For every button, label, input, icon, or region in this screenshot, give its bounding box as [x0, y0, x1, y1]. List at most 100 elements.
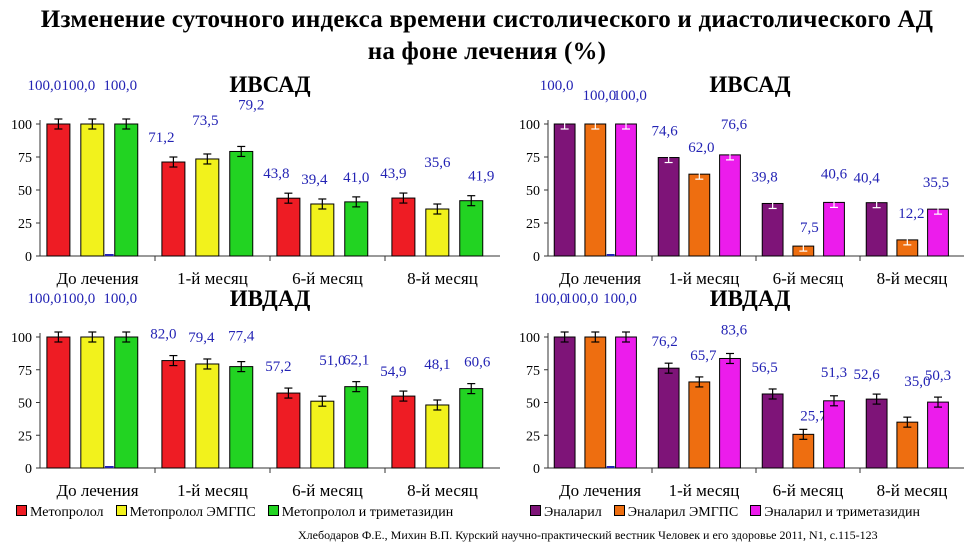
data-label: 100,0 — [28, 291, 62, 307]
data-label: 40,4 — [854, 171, 881, 187]
baseline-marker — [104, 254, 114, 256]
data-label: 62,1 — [343, 353, 369, 369]
data-label: 73,5 — [192, 113, 218, 129]
data-label: 100,0 — [603, 291, 637, 307]
bar — [761, 393, 784, 469]
x-tick-label: 1-й месяц — [669, 269, 740, 288]
legend-item: Метопролол и триметазидин — [267, 505, 454, 521]
data-label: 76,2 — [652, 334, 678, 350]
data-label: 40,6 — [821, 166, 848, 182]
x-tick-label: 8-й месяц — [877, 269, 948, 288]
y-tick-label: 25 — [526, 429, 540, 444]
source-citation: Хлебодаров Ф.Е., Михин В.П. Курский науч… — [298, 528, 878, 542]
data-label: 79,2 — [238, 97, 264, 113]
legend-swatch — [16, 505, 27, 516]
x-tick-label: 8-й месяц — [407, 269, 478, 288]
chart-title: ИВСАД — [229, 72, 310, 97]
y-tick-label: 100 — [11, 118, 32, 133]
data-label: 41,0 — [343, 170, 369, 186]
data-label: 100,0 — [540, 78, 574, 94]
data-label: 100,0 — [582, 88, 616, 104]
bar — [927, 401, 949, 469]
legend-label: Метопролол и триметазидин — [281, 505, 454, 520]
bar — [553, 336, 576, 469]
legend-item: Метопролол ЭМГПС — [115, 505, 256, 521]
y-tick-label: 75 — [18, 364, 32, 379]
bar — [688, 381, 711, 469]
data-label: 39,8 — [752, 169, 778, 185]
y-tick-label: 0 — [25, 250, 32, 265]
x-tick-label: 8-й месяц — [407, 481, 478, 500]
data-label: 60,6 — [464, 355, 491, 371]
data-label: 25,7 — [800, 408, 827, 424]
data-label: 100,0 — [534, 291, 568, 307]
page-title-line-2: на фоне лечения (%) — [367, 38, 607, 65]
bar — [865, 398, 888, 469]
bar — [896, 421, 919, 469]
y-tick-label: 100 — [519, 331, 540, 346]
bar — [657, 367, 680, 469]
bar — [823, 400, 845, 469]
y-tick-label: 100 — [519, 118, 540, 133]
legend-label: Эналарил — [544, 505, 602, 520]
data-label: 79,4 — [188, 330, 215, 346]
legend-left: Метопролол Метопролол ЭМГПС Метопролол и т… — [16, 505, 465, 521]
legend-swatch — [267, 505, 279, 516]
data-label: 7,5 — [800, 220, 819, 236]
data-label: 100,0 — [28, 78, 62, 94]
data-label: 65,7 — [690, 348, 717, 364]
y-tick-label: 50 — [18, 184, 32, 199]
data-label: 51,3 — [821, 365, 847, 381]
bar — [615, 336, 637, 469]
data-label: 83,6 — [721, 322, 748, 338]
y-tick-label: 0 — [533, 462, 540, 477]
data-label: 51,0 — [319, 353, 345, 369]
x-tick-label: 6-й месяц — [292, 481, 363, 500]
data-label: 43,9 — [380, 166, 406, 182]
legend-swatch — [750, 505, 762, 516]
bar — [719, 357, 741, 469]
data-label: 43,8 — [263, 166, 289, 182]
y-tick-label: 0 — [533, 250, 540, 265]
baseline-marker — [104, 466, 114, 468]
legend-label: Метопролол ЭМГПС — [129, 505, 256, 520]
data-label: 71,2 — [148, 130, 174, 146]
x-tick-label: 8-й месяц — [877, 481, 948, 500]
y-tick-label: 50 — [526, 184, 540, 199]
data-label: 50,3 — [925, 368, 951, 384]
data-label: 100,0 — [103, 291, 137, 307]
y-tick-label: 50 — [526, 397, 540, 412]
data-label: 54,9 — [380, 364, 406, 380]
data-label: 100,0 — [613, 88, 647, 104]
x-tick-label: До лечения — [56, 481, 138, 500]
legend-item: Эналарил — [530, 505, 602, 521]
y-tick-label: 75 — [526, 151, 540, 166]
data-label: 39,4 — [301, 172, 328, 188]
page-title-line-1: Изменение суточного индекса времени сист… — [40, 6, 934, 33]
chart-title: ИВСАД — [709, 72, 790, 97]
y-tick-label: 50 — [18, 397, 32, 412]
x-tick-label: 1-й месяц — [177, 269, 248, 288]
legend-swatch — [613, 505, 625, 516]
data-label: 57,2 — [265, 359, 291, 375]
data-label: 12,2 — [898, 206, 924, 222]
legend-right: Эналарил Эналарил ЭМГПС Эналарил и тримета… — [530, 505, 932, 521]
data-label: 82,0 — [150, 327, 176, 343]
x-tick-label: 1-й месяц — [177, 481, 248, 500]
data-label: 56,5 — [752, 360, 778, 376]
data-label: 100,0 — [103, 78, 137, 94]
y-tick-label: 75 — [526, 364, 540, 379]
bar — [584, 336, 607, 469]
x-tick-label: 6-й месяц — [773, 481, 844, 500]
y-tick-label: 25 — [18, 429, 32, 444]
data-label: 76,6 — [721, 117, 748, 133]
legend-label: Эналарил ЭМГПС — [627, 505, 739, 520]
chart-title: ИВДАД — [710, 286, 791, 311]
x-tick-label: До лечения — [56, 269, 138, 288]
